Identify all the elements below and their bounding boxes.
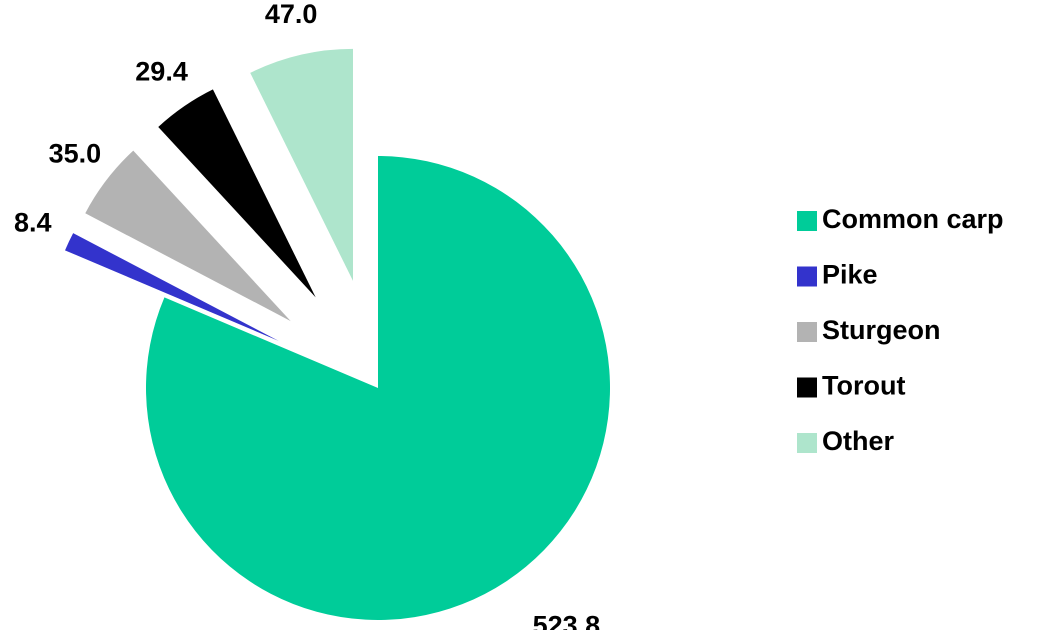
- legend-label: Sturgeon: [822, 315, 941, 345]
- legend-swatch: [797, 433, 817, 453]
- legend-label: Pike: [822, 260, 878, 290]
- data-label: 47.0: [265, 0, 318, 29]
- data-label: 8.4: [14, 208, 52, 238]
- pie-slice: [250, 48, 353, 281]
- data-label: 523.8: [533, 610, 601, 630]
- legend-swatch: [797, 377, 817, 398]
- data-label: 29.4: [135, 56, 188, 86]
- data-label: 35.0: [49, 139, 102, 169]
- pie-slice: [158, 89, 316, 298]
- pie-slice: [65, 233, 279, 341]
- legend-swatch: [797, 211, 817, 231]
- legend-label: Common carp: [822, 204, 1004, 234]
- legend-label: Torout: [822, 371, 905, 401]
- pie-slice: [85, 150, 291, 322]
- legend-swatch: [797, 266, 817, 287]
- legend-label: Other: [822, 426, 895, 456]
- pie-slice: [145, 156, 610, 620]
- legend-swatch: [797, 322, 817, 342]
